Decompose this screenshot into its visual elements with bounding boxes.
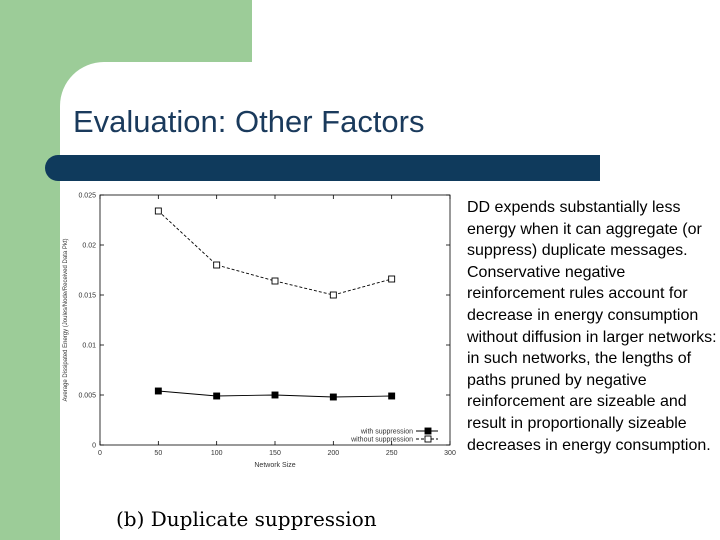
y-tick-label: 0.01 (82, 343, 96, 350)
legend-label: without suppression (350, 437, 413, 444)
data-point (329, 393, 337, 401)
data-point (271, 391, 279, 399)
data-point (213, 392, 221, 400)
x-tick-label: 200 (327, 450, 339, 457)
legend-marker (424, 435, 432, 443)
data-point (213, 261, 221, 269)
data-point (154, 387, 162, 395)
x-tick-label: 50 (154, 450, 162, 457)
x-tick-label: 100 (211, 450, 223, 457)
chart-caption: (b) Duplicate suppression (116, 507, 377, 531)
title-underline-bar (45, 155, 600, 181)
data-point (329, 291, 337, 299)
y-tick-label: 0.025 (78, 193, 96, 200)
bullet-item: Conservative negative reinforcement rule… (467, 263, 717, 454)
x-tick-label: 0 (98, 450, 102, 457)
energy-line-chart: 0 0.005 0.01 0.015 0.02 0.025 0 50 100 150 200 250 3… (63, 193, 456, 470)
data-point (271, 277, 279, 285)
y-tick-label: 0.02 (82, 243, 96, 250)
y-tick-label: 0.005 (78, 393, 96, 400)
x-tick-label: 150 (269, 450, 281, 457)
series-line (158, 210, 392, 296)
y-axis-label: Average Dissipated Energy (Joules/Node/R… (63, 239, 69, 402)
data-point (154, 207, 162, 215)
data-point (388, 392, 396, 400)
bullet-list: DD expends substantially less energy whe… (467, 197, 717, 456)
bullet-item: DD expends substantially less energy whe… (467, 199, 702, 260)
slide-panel (60, 62, 720, 540)
x-tick-label: 250 (386, 450, 398, 457)
legend-marker (424, 427, 432, 435)
data-point (388, 275, 396, 283)
x-axis-label: Network Size (254, 462, 295, 469)
legend-label: with suppression (360, 429, 413, 436)
x-tick-label: 300 (444, 450, 456, 457)
y-tick-label: 0.015 (78, 293, 96, 300)
plot-frame (99, 194, 451, 446)
y-tick-label: 0 (92, 443, 96, 450)
slide-title: Evaluation: Other Factors (73, 104, 425, 139)
